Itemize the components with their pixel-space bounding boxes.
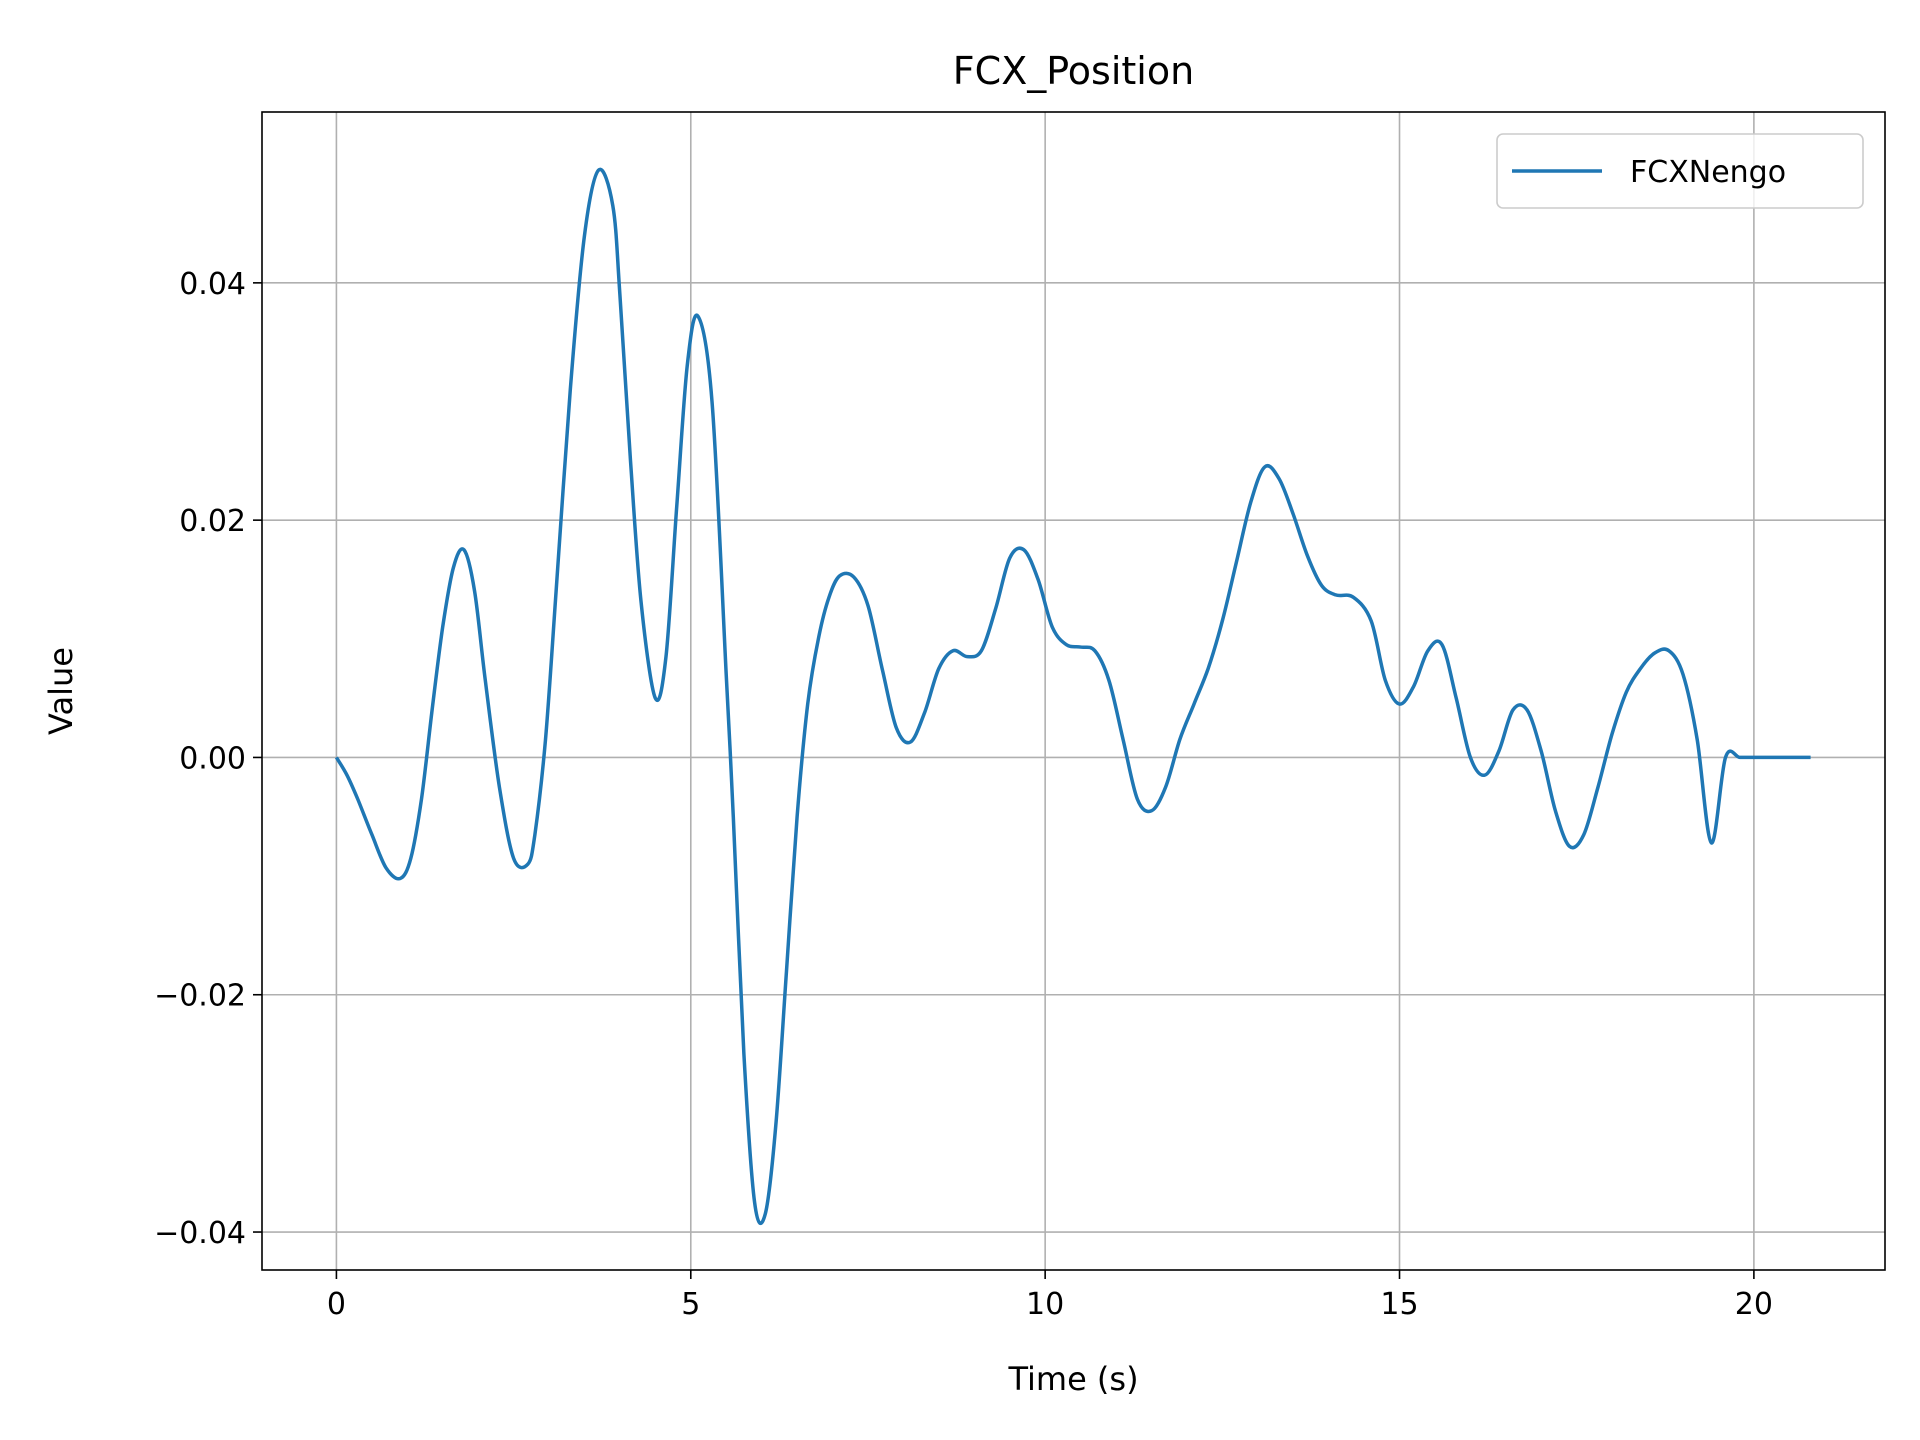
y-tick-label: 0.02: [179, 504, 246, 539]
plot-frame: [261, 111, 1886, 1271]
y-tick-label: 0.04: [179, 267, 246, 302]
legend-entry-fcxnengo: FCXNengo: [1630, 155, 1786, 190]
y-axis-ticks: −0.04 −0.02 0.00 0.02 0.04: [154, 267, 262, 1251]
y-tick-label: −0.02: [154, 979, 246, 1014]
chart-title: FCX_Position: [953, 49, 1194, 93]
legend-box: [1496, 133, 1864, 209]
x-tick-label: 15: [1380, 1287, 1418, 1322]
y-tick-label: −0.04: [154, 1216, 246, 1251]
legend: FCXNengo: [1496, 133, 1864, 209]
x-tick-label: 10: [1026, 1287, 1064, 1322]
grid-lines: [262, 112, 1885, 1270]
x-tick-label: 0: [327, 1287, 346, 1322]
series-line-fcxnengo: [334, 167, 1811, 1225]
x-axis-ticks: 0 5 10 15 20: [327, 1270, 1773, 1322]
y-tick-label: 0.00: [179, 741, 246, 776]
x-tick-label: 20: [1735, 1287, 1773, 1322]
series-layer: [334, 167, 1811, 1225]
x-tick-label: 5: [681, 1287, 700, 1322]
y-axis-label: Value: [42, 647, 80, 735]
x-axis-label: Time (s): [1007, 1360, 1138, 1398]
